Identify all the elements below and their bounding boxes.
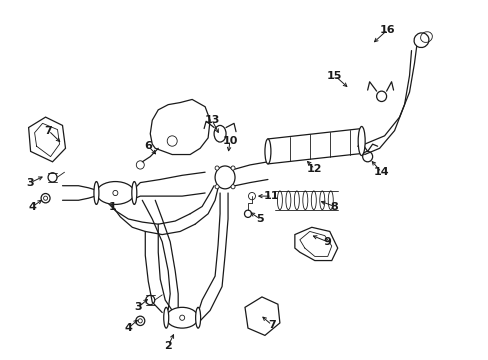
Text: 1: 1 [108,202,116,212]
Text: 4: 4 [124,323,132,333]
Text: 12: 12 [306,164,322,174]
Ellipse shape [96,181,134,204]
Ellipse shape [230,185,235,189]
Text: 5: 5 [256,214,263,224]
Text: 11: 11 [264,191,279,201]
Ellipse shape [215,185,219,189]
Ellipse shape [132,181,137,204]
Ellipse shape [94,181,99,204]
Text: 8: 8 [330,202,338,212]
Text: 13: 13 [204,115,219,125]
Text: 3: 3 [134,302,142,312]
Text: 14: 14 [373,167,388,177]
Ellipse shape [215,166,219,170]
Text: 6: 6 [144,141,152,151]
Text: 3: 3 [27,177,34,188]
Text: 2: 2 [164,341,172,351]
Text: 9: 9 [323,237,331,247]
Text: 16: 16 [379,25,395,35]
Ellipse shape [413,33,428,48]
Text: 4: 4 [29,202,37,212]
Ellipse shape [195,307,200,328]
Text: 15: 15 [326,71,342,81]
Ellipse shape [215,166,235,189]
Ellipse shape [264,139,270,164]
Text: 7: 7 [44,126,52,136]
Text: 10: 10 [222,136,237,146]
Ellipse shape [357,126,365,156]
Ellipse shape [163,307,168,328]
Text: 7: 7 [267,320,275,330]
Ellipse shape [230,166,235,170]
Ellipse shape [166,307,198,328]
